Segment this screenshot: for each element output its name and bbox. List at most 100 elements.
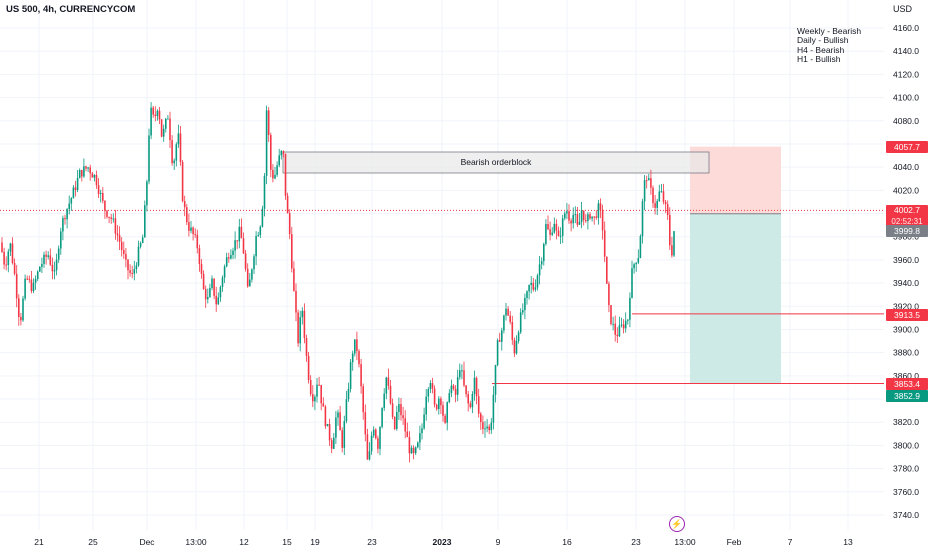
candle-body [662, 191, 665, 202]
candle-body [379, 426, 381, 449]
candle-body [297, 312, 299, 344]
candle-body [372, 429, 375, 436]
candle-body [532, 282, 535, 290]
candle-body [1, 242, 3, 252]
candle-body [200, 264, 203, 274]
candle-body [524, 298, 526, 311]
candle-body [606, 256, 608, 284]
candle-body [99, 192, 102, 194]
time-tick-label: 15 [282, 537, 292, 547]
time-tick-label: 13:00 [185, 537, 207, 547]
candle-body [616, 334, 619, 337]
candle-body [406, 431, 409, 438]
candle-body [257, 235, 259, 237]
candle-body [242, 238, 245, 254]
candle-body [389, 385, 392, 404]
current-price-value: 4002.7 [894, 205, 920, 215]
candle-body [209, 288, 211, 298]
candle-body [370, 435, 373, 452]
candle-body [490, 422, 493, 431]
candle-body [228, 257, 230, 259]
candle-body [673, 231, 675, 256]
candle-body [244, 253, 247, 269]
candle-body [282, 151, 285, 154]
candle-body [448, 393, 451, 403]
candle-body [64, 218, 66, 220]
candle-body [114, 218, 117, 234]
price-tick-label: 4160.0 [893, 23, 919, 33]
candle-body [293, 268, 295, 291]
candle-body [589, 214, 591, 219]
candle-body [377, 438, 379, 449]
candle-body [421, 428, 423, 434]
price-tick-label: 3800.0 [893, 440, 919, 450]
candle-body [263, 175, 266, 209]
candle-body [492, 394, 495, 423]
candle-body [383, 393, 385, 408]
candle-body [204, 289, 207, 300]
time-tick-label: 21 [34, 537, 44, 547]
candle-body [104, 200, 106, 211]
price-tick-label: 3900.0 [893, 324, 919, 334]
candle-body [307, 355, 310, 381]
price-tick-label: 3820.0 [893, 417, 919, 427]
candle-body [152, 107, 154, 115]
candle-body [320, 385, 322, 404]
candle-body [318, 384, 320, 386]
candle-body [505, 308, 507, 316]
candle-body [561, 218, 564, 236]
candle-body [488, 426, 490, 431]
candle-body [519, 312, 522, 333]
candle-body [381, 407, 383, 427]
candle-body [129, 270, 131, 273]
candle-body [120, 241, 123, 251]
candle-body [664, 201, 667, 205]
candle-body [309, 380, 312, 395]
candle-body [9, 243, 12, 252]
candle-body [482, 422, 484, 430]
candle-body [538, 264, 541, 276]
candle-body [658, 191, 661, 202]
candle-body [232, 250, 234, 256]
candle-body [501, 330, 503, 342]
candle-body [354, 339, 356, 354]
candle-body [368, 451, 371, 460]
candle-body [610, 305, 612, 324]
candle-body [412, 447, 415, 454]
candle-body [654, 203, 656, 208]
chart-title: US 500, 4h, CURRENCYCOM [6, 4, 136, 15]
candle-body [452, 385, 455, 389]
candle-body [417, 442, 419, 448]
candle-body [267, 110, 270, 136]
candle-body [173, 160, 175, 164]
candle-body [612, 323, 614, 325]
candle-body [402, 415, 404, 419]
candle-body [303, 310, 306, 338]
candle-body [125, 253, 127, 260]
candle-body [608, 283, 610, 306]
lightning-bolt-icon[interactable]: ⚡ [669, 516, 685, 532]
candle-body [509, 315, 511, 323]
candle-body [553, 223, 556, 233]
candle-body [175, 144, 178, 161]
candle-body [469, 403, 472, 408]
candle-body [496, 340, 499, 366]
candle-body [477, 396, 480, 414]
candle-body [36, 271, 39, 280]
candle-body [669, 214, 671, 246]
orderblock-label[interactable]: Bearish orderblock [460, 157, 532, 167]
price-tick-label: 3740.0 [893, 510, 919, 520]
candle-body [515, 340, 518, 354]
bias-note-h4: H4 - Bearish [797, 44, 845, 55]
candle-body [450, 385, 453, 394]
candle-body [144, 205, 146, 238]
candle-body [284, 153, 287, 196]
time-tick-label: 7 [788, 537, 793, 547]
candle-body [484, 428, 486, 430]
candle-body [534, 287, 537, 290]
candle-body [112, 218, 115, 220]
price-tick-label: 3880.0 [893, 348, 919, 358]
candle-body [5, 264, 7, 266]
candle-body [194, 233, 196, 235]
